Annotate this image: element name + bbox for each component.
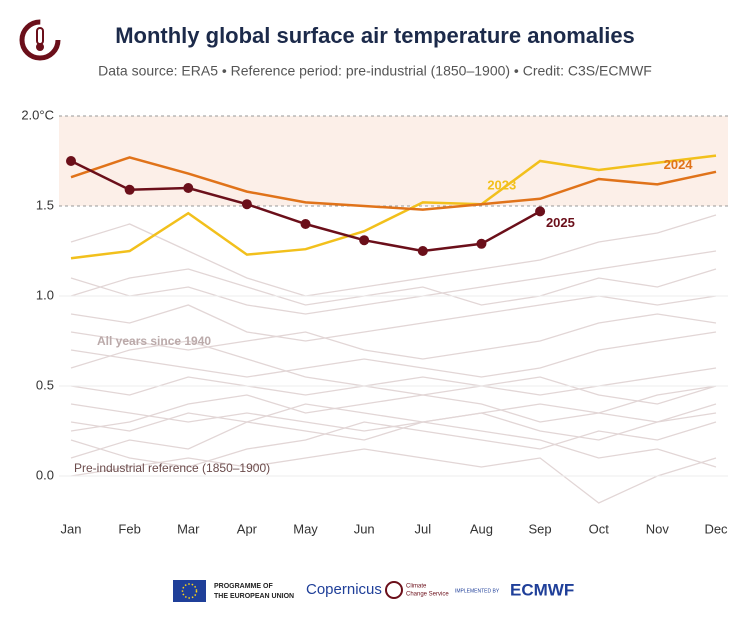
footer-text: PROGRAMME OF: [214, 583, 273, 590]
point: [359, 235, 370, 246]
background-line: [70, 340, 717, 405]
point: [476, 238, 487, 249]
background-line: [70, 448, 717, 504]
point: [417, 246, 428, 256]
series-label: 2025: [546, 215, 575, 230]
background-line: [70, 331, 717, 378]
background-line: [70, 385, 717, 432]
background-line: [70, 403, 717, 441]
footer-text: THE EUROPEAN UNION: [214, 593, 294, 600]
footer: PROGRAMME OF THE EUROPEAN UNION Copernic…: [173, 580, 574, 602]
x-tick-label: Sep: [529, 521, 552, 536]
point: [300, 219, 311, 229]
background-line: [70, 268, 717, 306]
point: [535, 206, 546, 217]
logo: [19, 19, 61, 61]
series-label: 2024: [664, 157, 694, 172]
x-tick-label: Dec: [704, 521, 728, 536]
x-tick-label: May: [293, 521, 318, 536]
point: [124, 184, 135, 195]
background-line: [70, 214, 717, 297]
background-line: [70, 250, 717, 315]
y-tick-label: 1.0: [36, 287, 54, 302]
series-line: [70, 156, 717, 211]
annotation: Pre-industrial reference (1850–1900): [74, 461, 270, 475]
x-tick-label: Mar: [177, 521, 200, 536]
x-tick-label: Feb: [118, 521, 140, 536]
footer-logo: Copernicus: [306, 581, 382, 598]
y-tick-label: 1.5: [36, 197, 54, 212]
point: [66, 156, 76, 166]
footer-text: IMPLEMENTED BY: [455, 588, 500, 594]
series-line: [70, 154, 717, 260]
background-line: [70, 367, 717, 396]
x-tick-label: Jan: [61, 521, 82, 536]
x-tick-label: Oct: [589, 521, 610, 536]
series-label: 2023: [487, 178, 516, 193]
footer-text: Change Service: [406, 592, 449, 598]
background-line: [70, 313, 717, 360]
x-tick-label: Nov: [646, 521, 670, 536]
footer-text: Climate: [406, 584, 427, 590]
threshold-band: [59, 116, 728, 206]
x-tick-label: Apr: [237, 521, 258, 536]
x-tick-label: Jun: [354, 521, 375, 536]
x-tick-label: Jul: [415, 521, 432, 536]
background-line: [70, 403, 717, 432]
y-tick-label: 0.0: [36, 467, 54, 482]
background-line: [70, 421, 717, 468]
x-tick-label: Aug: [470, 521, 493, 536]
y-tick-label: 0.5: [36, 377, 54, 392]
chart-subtitle: Data source: ERA5 • Reference period: pr…: [98, 63, 652, 79]
point: [241, 199, 252, 210]
annotation: All years since 1940: [97, 334, 211, 348]
y-tick-label: 2.0°C: [21, 107, 54, 122]
footer-logo: ECMWF: [510, 580, 574, 599]
chart-title: Monthly global surface air temperature a…: [115, 23, 635, 48]
background-line: [70, 295, 717, 342]
point: [183, 183, 194, 193]
